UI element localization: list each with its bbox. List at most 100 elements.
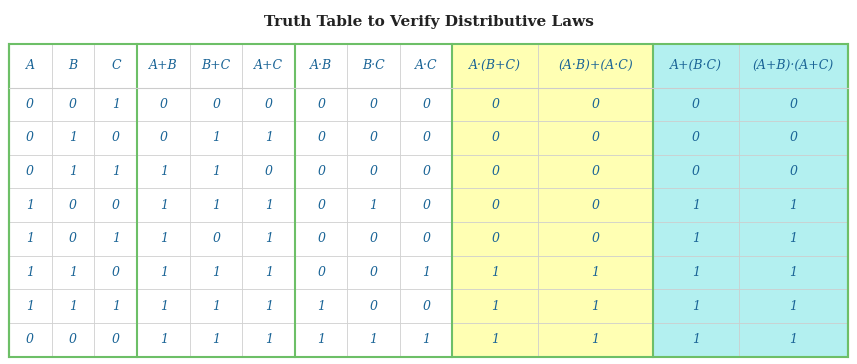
Text: 0: 0: [159, 98, 168, 111]
Text: 0: 0: [213, 98, 220, 111]
Text: 1: 1: [789, 199, 798, 212]
Text: 0: 0: [591, 165, 600, 178]
Text: 0: 0: [423, 98, 430, 111]
Text: 0: 0: [423, 199, 430, 212]
Text: 0: 0: [591, 233, 600, 245]
Text: 1: 1: [692, 266, 699, 279]
Text: 0: 0: [491, 165, 500, 178]
Text: 0: 0: [69, 199, 77, 212]
Text: 1: 1: [369, 199, 378, 212]
Text: A: A: [26, 59, 34, 72]
Text: 1: 1: [213, 333, 220, 347]
Text: 0: 0: [112, 266, 120, 279]
Text: 1: 1: [213, 300, 220, 313]
Text: 0: 0: [692, 98, 699, 111]
Text: 0: 0: [369, 233, 378, 245]
Text: 0: 0: [692, 165, 699, 178]
Text: (A·B)+(A·C): (A·B)+(A·C): [558, 59, 632, 72]
Text: C: C: [111, 59, 121, 72]
Text: 1: 1: [159, 266, 168, 279]
Text: 1: 1: [26, 199, 34, 212]
Text: 1: 1: [491, 300, 500, 313]
Text: 0: 0: [491, 233, 500, 245]
Text: 1: 1: [265, 131, 273, 145]
Text: Truth Table to Verify Distributive Laws: Truth Table to Verify Distributive Laws: [264, 15, 593, 29]
Text: 0: 0: [26, 165, 34, 178]
Text: 0: 0: [491, 131, 500, 145]
Text: 0: 0: [692, 131, 699, 145]
Text: 0: 0: [789, 165, 798, 178]
Text: A+(B·C): A+(B·C): [669, 59, 722, 72]
Text: 1: 1: [423, 333, 430, 347]
Text: 1: 1: [692, 199, 699, 212]
Text: 1: 1: [159, 233, 168, 245]
Text: 0: 0: [69, 98, 77, 111]
Text: 1: 1: [789, 266, 798, 279]
Text: 1: 1: [26, 300, 34, 313]
Text: 1: 1: [591, 300, 600, 313]
Text: 0: 0: [112, 199, 120, 212]
Text: A+B: A+B: [149, 59, 178, 72]
Text: 1: 1: [591, 333, 600, 347]
Text: 1: 1: [692, 333, 699, 347]
Text: 1: 1: [26, 233, 34, 245]
Text: 1: 1: [265, 199, 273, 212]
Text: 0: 0: [591, 199, 600, 212]
Text: 1: 1: [69, 266, 77, 279]
Text: 0: 0: [69, 333, 77, 347]
Text: 1: 1: [317, 300, 325, 313]
Text: 1: 1: [692, 233, 699, 245]
Text: (A+B)·(A+C): (A+B)·(A+C): [753, 59, 834, 72]
Text: 0: 0: [789, 98, 798, 111]
Text: 1: 1: [213, 266, 220, 279]
Text: B: B: [69, 59, 77, 72]
Text: 0: 0: [317, 199, 325, 212]
Text: 0: 0: [369, 300, 378, 313]
Text: A·C: A·C: [415, 59, 437, 72]
Text: 0: 0: [112, 131, 120, 145]
Text: 1: 1: [213, 165, 220, 178]
Text: 0: 0: [265, 165, 273, 178]
Text: 1: 1: [112, 165, 120, 178]
Text: 0: 0: [369, 98, 378, 111]
Text: 1: 1: [112, 233, 120, 245]
Text: 1: 1: [789, 333, 798, 347]
Text: 1: 1: [317, 333, 325, 347]
Text: 0: 0: [423, 131, 430, 145]
Text: 0: 0: [591, 98, 600, 111]
Text: 1: 1: [26, 266, 34, 279]
Text: 1: 1: [159, 199, 168, 212]
Text: 0: 0: [369, 131, 378, 145]
Text: 0: 0: [369, 266, 378, 279]
Text: B·C: B·C: [363, 59, 385, 72]
Text: 0: 0: [369, 165, 378, 178]
Text: 0: 0: [591, 131, 600, 145]
Text: A·(B+C): A·(B+C): [470, 59, 521, 72]
Text: 1: 1: [265, 266, 273, 279]
Text: 0: 0: [491, 98, 500, 111]
Text: 0: 0: [317, 165, 325, 178]
Text: 1: 1: [213, 199, 220, 212]
Text: 1: 1: [789, 233, 798, 245]
Text: 0: 0: [69, 233, 77, 245]
Text: 1: 1: [112, 300, 120, 313]
Text: 0: 0: [26, 333, 34, 347]
Text: A+C: A+C: [254, 59, 283, 72]
Text: 1: 1: [159, 300, 168, 313]
Text: 0: 0: [423, 300, 430, 313]
Text: 1: 1: [69, 131, 77, 145]
Text: 0: 0: [491, 199, 500, 212]
Text: 0: 0: [317, 233, 325, 245]
Text: 1: 1: [591, 266, 600, 279]
Text: 1: 1: [159, 333, 168, 347]
Text: 0: 0: [265, 98, 273, 111]
Text: 1: 1: [369, 333, 378, 347]
Text: 1: 1: [491, 333, 500, 347]
Text: 1: 1: [265, 333, 273, 347]
Text: 1: 1: [213, 131, 220, 145]
Text: 0: 0: [317, 266, 325, 279]
Text: 0: 0: [159, 131, 168, 145]
Text: 0: 0: [423, 233, 430, 245]
Text: 1: 1: [112, 98, 120, 111]
Text: 1: 1: [69, 300, 77, 313]
